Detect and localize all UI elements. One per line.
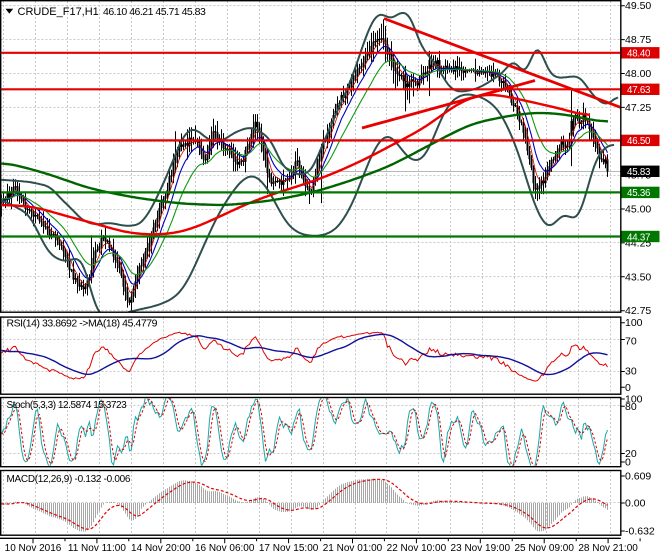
svg-text:45.36: 45.36 (627, 188, 650, 199)
svg-text:17 Nov 15:00: 17 Nov 15:00 (259, 543, 319, 554)
svg-text:MACD(12,26,9) -0.132 -0.006: MACD(12,26,9) -0.132 -0.006 (7, 474, 131, 485)
svg-text:21 Nov 01:00: 21 Nov 01:00 (323, 543, 383, 554)
svg-text:49.50: 49.50 (625, 0, 651, 12)
svg-text:0: 0 (625, 382, 631, 394)
svg-text:-0.632: -0.632 (625, 526, 655, 538)
svg-text:Stoch(5,3,3) 12.5874 15.3723: Stoch(5,3,3) 12.5874 15.3723 (7, 400, 128, 411)
svg-text:46.10 46.21 45.71 45.83: 46.10 46.21 45.71 45.83 (103, 6, 206, 18)
svg-text:70: 70 (625, 335, 637, 347)
svg-text:22 Nov 10:00: 22 Nov 10:00 (387, 543, 447, 554)
svg-text:14 Nov 20:00: 14 Nov 20:00 (131, 543, 191, 554)
svg-text:25 Nov 09:00: 25 Nov 09:00 (514, 543, 574, 554)
svg-text:80: 80 (625, 401, 637, 413)
svg-text:48.40: 48.40 (627, 49, 651, 60)
svg-text:48.00: 48.00 (625, 68, 651, 80)
svg-text:0.609: 0.609 (625, 471, 651, 483)
svg-text:45.00: 45.00 (625, 204, 651, 216)
svg-text:45.83: 45.83 (627, 167, 650, 178)
svg-text:RSI(14) 33.8692 ->MA(18) 45.4: RSI(14) 33.8692 ->MA(18) 45.4779 (7, 318, 158, 330)
svg-text:0: 0 (625, 457, 631, 469)
svg-text:11 Nov 11:00: 11 Nov 11:00 (68, 543, 126, 554)
svg-text:23 Nov 19:00: 23 Nov 19:00 (451, 543, 511, 554)
svg-text:100: 100 (625, 317, 643, 329)
svg-text:47.25: 47.25 (625, 102, 651, 114)
svg-text:20: 20 (625, 448, 637, 460)
svg-text:10 Nov 2016: 10 Nov 2016 (5, 543, 62, 554)
svg-text:47.63: 47.63 (627, 85, 650, 96)
svg-text:43.50: 43.50 (625, 271, 651, 283)
svg-text:28 Nov 21:00: 28 Nov 21:00 (578, 543, 638, 554)
svg-text:0.00: 0.00 (625, 498, 646, 510)
svg-text:42.75: 42.75 (625, 305, 651, 317)
svg-text:48.75: 48.75 (625, 34, 651, 46)
svg-text:100: 100 (625, 394, 643, 406)
svg-text:44.37: 44.37 (627, 232, 650, 243)
svg-text:46.50: 46.50 (627, 136, 651, 147)
svg-text:30: 30 (625, 365, 637, 377)
svg-text:CRUDE_F17,H1: CRUDE_F17,H1 (18, 6, 99, 18)
svg-text:16 Nov 06:00: 16 Nov 06:00 (195, 543, 255, 554)
